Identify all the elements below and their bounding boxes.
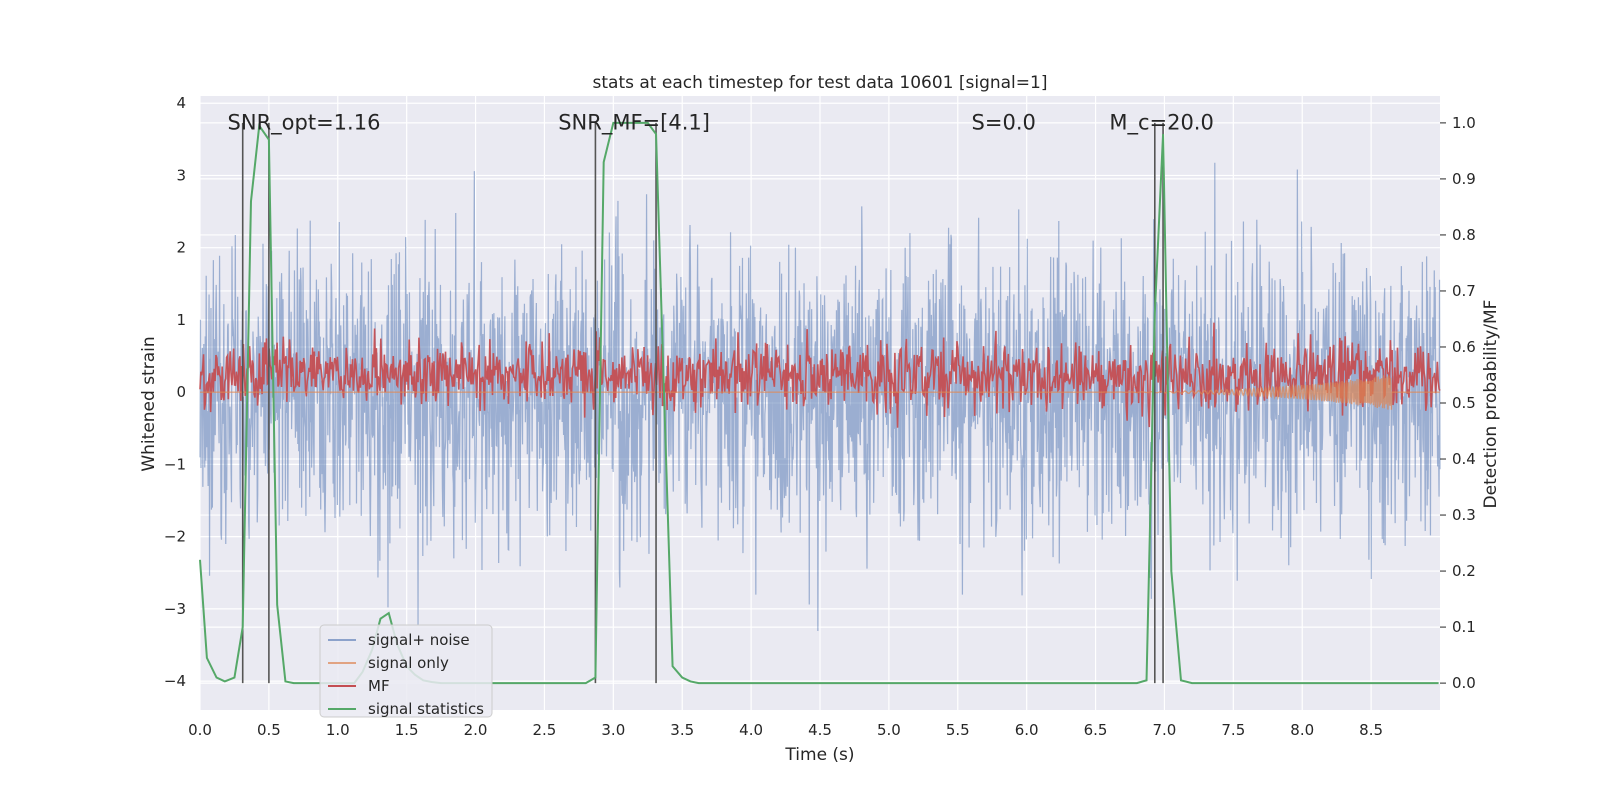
x-tick-label: 2.5 bbox=[533, 721, 557, 739]
x-axis-label: Time (s) bbox=[784, 745, 854, 765]
x-tick-label: 3.0 bbox=[601, 721, 625, 739]
y-right-tick-label: 0.1 bbox=[1452, 618, 1476, 636]
legend-label: signal+ noise bbox=[368, 631, 470, 649]
y-right-tick-label: 0.7 bbox=[1452, 282, 1476, 300]
x-tick-label: 8.0 bbox=[1290, 721, 1314, 739]
y-left-tick-label: 3 bbox=[176, 166, 186, 184]
x-tick-label: 8.5 bbox=[1359, 721, 1383, 739]
x-tick-label: 0.5 bbox=[257, 721, 281, 739]
x-tick-label: 5.5 bbox=[946, 721, 970, 739]
legend-box bbox=[319, 624, 493, 718]
y-right-tick-label: 0.5 bbox=[1452, 394, 1476, 412]
x-tick-label: 4.5 bbox=[808, 721, 832, 739]
annotation-text: S=0.0 bbox=[972, 110, 1036, 134]
y-left-tick-label: −1 bbox=[164, 455, 186, 473]
x-tick-label: 7.0 bbox=[1153, 721, 1177, 739]
legend: signal+ noise signal only MF signal statist… bbox=[319, 624, 493, 718]
y-right-tick-label: 0.9 bbox=[1452, 170, 1476, 188]
y-left-tick-label: −4 bbox=[164, 672, 186, 690]
mf-line bbox=[199, 322, 1441, 428]
x-tick-label: 2.0 bbox=[464, 721, 488, 739]
y-right-tick-label: 0.6 bbox=[1452, 338, 1476, 356]
y-left-tick-label: −3 bbox=[164, 600, 186, 618]
x-tick-label: 4.0 bbox=[739, 721, 763, 739]
legend-label: signal statistics bbox=[368, 700, 484, 718]
y-right-tick-label: 0.2 bbox=[1452, 562, 1476, 580]
x-tick-label: 1.5 bbox=[395, 721, 419, 739]
x-tick-label: 3.5 bbox=[670, 721, 694, 739]
annotation-text: M_c=20.0 bbox=[1109, 110, 1214, 135]
y-left-tick-label: 0 bbox=[176, 383, 186, 401]
y-left-tick-label: 1 bbox=[176, 311, 186, 329]
chirp-layer bbox=[200, 375, 1440, 410]
mf-layer bbox=[199, 322, 1441, 428]
x-tick-label: 1.0 bbox=[326, 721, 350, 739]
legend-label: MF bbox=[368, 677, 390, 695]
y-right-tick-label: 0.8 bbox=[1452, 226, 1476, 244]
y-axis-right-label: Detection probability/MF bbox=[1481, 300, 1501, 509]
legend-label: signal only bbox=[368, 654, 449, 672]
y-right-tick-label: 1.0 bbox=[1452, 114, 1476, 132]
annot-layer: SNR_opt=1.16 SNR_MF=[4.1] S=0.0 M_c=20.0 bbox=[228, 110, 1214, 135]
stats-layer bbox=[199, 121, 1439, 685]
y-left-tick-label: 2 bbox=[176, 239, 186, 257]
y-left-tick-label: −2 bbox=[164, 528, 186, 546]
y-axis-left-label: Whitened strain bbox=[139, 336, 159, 471]
axes-layer: 0.0 0.5 1.0 1.5 2.0 2.5 3.0 3.5 4.0 4.5 5.0 5.5 6.0 6… bbox=[164, 94, 1476, 739]
x-tick-label: 6.0 bbox=[1015, 721, 1039, 739]
y-right-tick-label: 0.4 bbox=[1452, 450, 1476, 468]
signal-only-line bbox=[200, 375, 1440, 410]
y-right-tick-label: 0.0 bbox=[1452, 674, 1476, 692]
x-tick-label: 0.0 bbox=[188, 721, 212, 739]
y-right-tick-label: 0.3 bbox=[1452, 506, 1476, 524]
x-tick-label: 5.0 bbox=[877, 721, 901, 739]
annotation-text: SNR_opt=1.16 bbox=[228, 110, 381, 135]
x-tick-label: 7.5 bbox=[1221, 721, 1245, 739]
x-tick-label: 6.5 bbox=[1084, 721, 1108, 739]
chart-title: stats at each timestep for test data 106… bbox=[593, 73, 1048, 93]
signal-statistics-line bbox=[199, 121, 1439, 685]
y-left-tick-label: 4 bbox=[176, 94, 186, 112]
annotation-text: SNR_MF=[4.1] bbox=[558, 110, 710, 135]
